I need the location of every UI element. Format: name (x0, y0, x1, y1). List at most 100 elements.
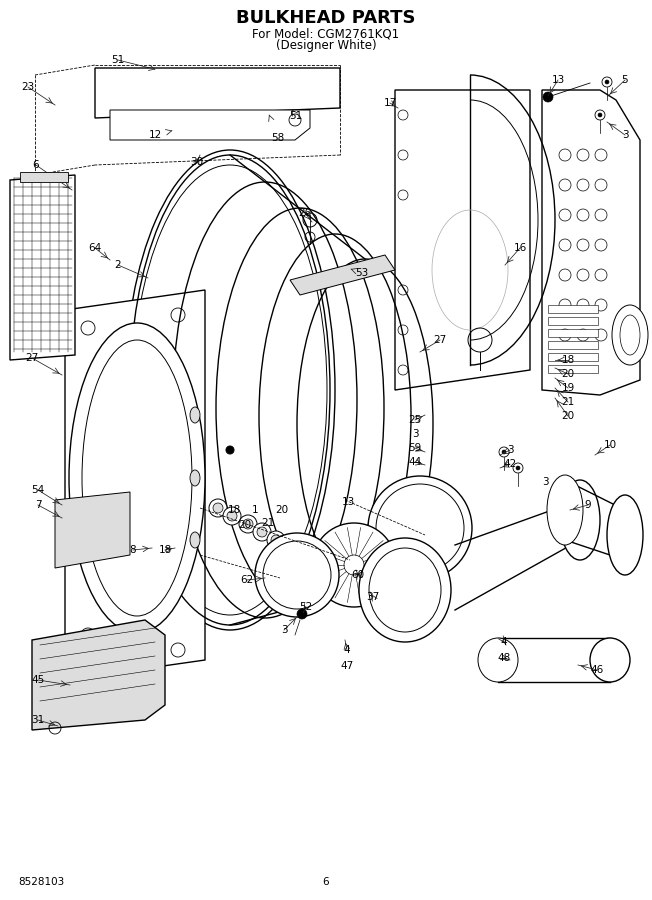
Text: BULKHEAD PARTS: BULKHEAD PARTS (236, 9, 416, 27)
Text: 3: 3 (542, 477, 548, 487)
Bar (548, 353, 598, 361)
Text: 2: 2 (115, 260, 121, 270)
Ellipse shape (297, 609, 307, 619)
Text: 59: 59 (408, 443, 422, 453)
Ellipse shape (607, 495, 643, 575)
Ellipse shape (243, 519, 253, 529)
Text: 64: 64 (89, 243, 102, 253)
Ellipse shape (598, 113, 602, 117)
Ellipse shape (502, 450, 506, 454)
Polygon shape (55, 492, 130, 568)
Text: 8: 8 (130, 545, 136, 555)
Text: 3: 3 (411, 429, 419, 439)
Ellipse shape (516, 466, 520, 470)
Text: 23: 23 (22, 82, 35, 92)
Text: 21: 21 (561, 397, 574, 407)
Ellipse shape (547, 475, 583, 545)
Ellipse shape (190, 532, 200, 548)
Text: 62: 62 (241, 575, 254, 585)
Bar (548, 305, 598, 313)
Text: 13: 13 (342, 497, 355, 507)
Text: 21: 21 (261, 518, 274, 528)
Text: 51: 51 (289, 111, 303, 121)
Text: (Designer White): (Designer White) (276, 40, 376, 52)
Text: 26: 26 (299, 208, 312, 218)
Text: 53: 53 (355, 268, 368, 278)
Text: 3: 3 (507, 445, 513, 455)
Ellipse shape (368, 476, 472, 580)
Text: 18: 18 (158, 545, 171, 555)
Text: 47: 47 (340, 661, 353, 671)
Polygon shape (95, 68, 340, 118)
Ellipse shape (595, 110, 605, 120)
Text: 13: 13 (552, 75, 565, 85)
Ellipse shape (190, 407, 200, 423)
Text: 3: 3 (281, 625, 288, 635)
Text: 58: 58 (271, 133, 285, 143)
Polygon shape (65, 290, 205, 680)
Ellipse shape (213, 503, 223, 513)
Ellipse shape (513, 463, 523, 473)
Ellipse shape (190, 470, 200, 486)
Ellipse shape (602, 77, 612, 87)
Text: 44: 44 (408, 457, 422, 467)
Text: 30: 30 (190, 157, 203, 167)
Text: 17: 17 (383, 98, 396, 108)
Text: For Model: CGM2761KQ1: For Model: CGM2761KQ1 (252, 28, 400, 40)
Text: 7: 7 (35, 500, 41, 510)
Ellipse shape (612, 305, 648, 365)
Ellipse shape (253, 523, 271, 541)
Ellipse shape (560, 480, 600, 560)
Ellipse shape (209, 499, 227, 517)
Polygon shape (65, 660, 145, 700)
Polygon shape (10, 175, 75, 360)
Bar (20, 172, 68, 182)
Polygon shape (542, 90, 640, 395)
Text: 52: 52 (299, 602, 312, 612)
Text: 3: 3 (622, 130, 629, 140)
Ellipse shape (227, 511, 237, 521)
Polygon shape (290, 255, 395, 295)
Polygon shape (395, 90, 530, 390)
Text: 20: 20 (561, 411, 574, 421)
Text: 51: 51 (111, 55, 125, 65)
Ellipse shape (69, 323, 205, 633)
Ellipse shape (223, 507, 241, 525)
Text: 20: 20 (275, 505, 289, 515)
Ellipse shape (605, 80, 609, 84)
Text: 9: 9 (585, 500, 591, 510)
Text: 27: 27 (25, 353, 38, 363)
Text: 4: 4 (344, 645, 350, 655)
Ellipse shape (271, 535, 281, 545)
Ellipse shape (226, 446, 234, 454)
Ellipse shape (499, 447, 509, 457)
Text: 5: 5 (622, 75, 629, 85)
Ellipse shape (257, 527, 267, 537)
Ellipse shape (239, 515, 257, 533)
Text: 37: 37 (366, 592, 379, 602)
Bar (548, 341, 598, 349)
Text: 16: 16 (513, 243, 527, 253)
Text: 10: 10 (604, 440, 617, 450)
Text: 20: 20 (239, 520, 252, 530)
Bar (548, 365, 598, 373)
Text: 1: 1 (252, 505, 258, 515)
Ellipse shape (255, 533, 339, 617)
Text: 60: 60 (351, 570, 364, 580)
Ellipse shape (359, 538, 451, 642)
Text: 18: 18 (228, 505, 241, 515)
Text: 54: 54 (31, 485, 44, 495)
Text: 46: 46 (590, 665, 604, 675)
Text: 48: 48 (497, 653, 511, 663)
Ellipse shape (543, 92, 553, 102)
Bar (548, 317, 598, 325)
Ellipse shape (267, 531, 285, 549)
Ellipse shape (590, 638, 630, 682)
Text: 20: 20 (561, 369, 574, 379)
Text: 12: 12 (149, 130, 162, 140)
Bar (548, 329, 598, 337)
Polygon shape (110, 110, 310, 140)
Text: 8528103: 8528103 (18, 877, 65, 887)
Text: 42: 42 (503, 459, 516, 469)
Text: 19: 19 (561, 383, 574, 393)
